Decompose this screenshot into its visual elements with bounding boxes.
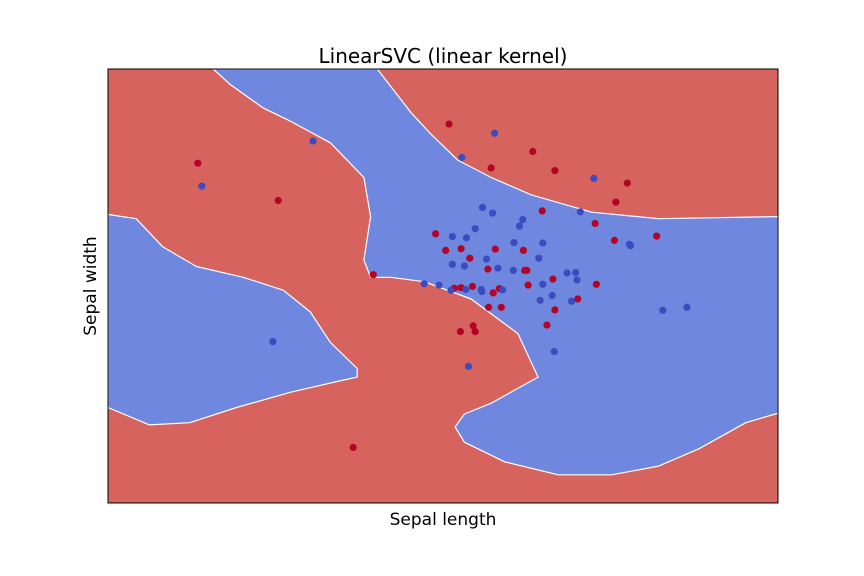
decision-region-class-1-2 [108, 213, 358, 426]
data-point-class-0-16 [491, 245, 499, 253]
data-point-class-0-11 [653, 232, 661, 240]
data-point-class-1-12 [448, 232, 456, 241]
plot-frame [107, 68, 779, 504]
data-point-class-1-35 [499, 286, 507, 294]
data-point-class-0-37 [369, 271, 377, 279]
data-point-class-1-8 [519, 216, 527, 224]
data-point-class-0-20 [592, 280, 601, 288]
data-point-class-1-2 [491, 129, 499, 137]
data-point-class-0-26 [468, 282, 477, 290]
data-point-class-1-24 [548, 291, 556, 300]
data-point-class-1-11 [462, 234, 471, 242]
data-point-class-1-6 [478, 203, 487, 211]
data-point-class-1-32 [420, 280, 428, 288]
data-point-class-1-15 [535, 254, 543, 262]
data-point-class-1-20 [509, 266, 517, 274]
data-point-class-1-34 [536, 296, 544, 304]
data-point-class-0-7 [612, 198, 620, 206]
data-point-class-0-13 [442, 246, 450, 254]
data-point-class-0-0 [194, 159, 202, 167]
data-point-class-1-13 [510, 239, 518, 247]
data-point-class-1-17 [482, 255, 491, 263]
data-point-class-1-41 [550, 347, 558, 356]
data-points [194, 120, 691, 451]
decision-regions [108, 69, 778, 476]
data-point-class-1-29 [462, 285, 470, 294]
data-point-class-1-31 [435, 281, 443, 289]
data-point-class-1-4 [590, 174, 598, 182]
data-point-class-0-21 [574, 295, 582, 303]
chart-title: LinearSVC (linear kernel) [319, 44, 568, 68]
data-point-class-0-31 [456, 328, 464, 336]
data-point-class-1-7 [489, 209, 497, 217]
data-point-class-1-33 [539, 280, 547, 288]
data-point-class-0-5 [551, 167, 559, 175]
data-point-class-1-27 [627, 242, 635, 250]
data-point-class-1-9 [515, 222, 524, 230]
data-point-class-1-18 [460, 262, 468, 270]
data-point-class-0-12 [432, 230, 440, 238]
data-point-class-1-22 [572, 268, 580, 277]
data-point-class-1-39 [683, 303, 691, 311]
data-point-class-0-32 [469, 322, 477, 330]
data-point-class-1-25 [568, 297, 576, 305]
data-point-class-1-36 [477, 285, 485, 294]
data-point-class-0-9 [591, 219, 599, 228]
x-axis-label: Sepal length [390, 510, 497, 530]
data-point-class-1-28 [447, 286, 455, 294]
data-point-class-1-16 [494, 264, 502, 272]
data-point-class-1-40 [659, 306, 667, 314]
data-point-class-1-3 [458, 153, 466, 162]
data-point-class-0-2 [445, 120, 453, 128]
data-point-class-1-10 [471, 225, 479, 233]
data-point-class-1-23 [573, 276, 581, 284]
data-point-class-0-19 [523, 266, 531, 274]
data-point-class-0-34 [497, 303, 505, 311]
plot-area [107, 68, 779, 504]
data-point-class-0-29 [485, 303, 493, 311]
data-point-class-0-1 [274, 196, 282, 205]
data-point-class-0-8 [538, 207, 546, 215]
data-point-class-0-17 [519, 246, 528, 254]
data-point-class-1-5 [576, 208, 584, 216]
data-point-class-1-19 [448, 260, 456, 268]
decision-region-class-1-1 [212, 69, 778, 476]
data-point-class-1-21 [563, 269, 571, 277]
data-point-class-0-4 [529, 147, 537, 156]
data-point-class-0-15 [466, 254, 474, 262]
data-point-class-0-14 [457, 245, 465, 253]
data-point-class-1-38 [464, 362, 473, 370]
data-point-class-1-14 [539, 239, 547, 247]
data-point-class-1-37 [269, 338, 277, 346]
data-point-class-0-23 [543, 321, 551, 329]
data-point-class-0-22 [551, 306, 559, 314]
data-point-class-0-33 [471, 328, 479, 336]
data-point-class-1-0 [309, 137, 317, 145]
data-point-class-0-30 [484, 265, 492, 273]
data-point-class-0-36 [549, 275, 557, 283]
data-point-class-0-35 [524, 281, 532, 289]
data-point-class-0-38 [349, 443, 357, 451]
y-axis-label: Sepal width [81, 236, 101, 335]
data-point-class-0-25 [489, 289, 497, 297]
data-point-class-0-10 [610, 236, 619, 244]
data-point-class-1-1 [198, 182, 206, 190]
data-point-class-0-3 [487, 164, 495, 172]
data-point-class-0-6 [623, 179, 631, 187]
